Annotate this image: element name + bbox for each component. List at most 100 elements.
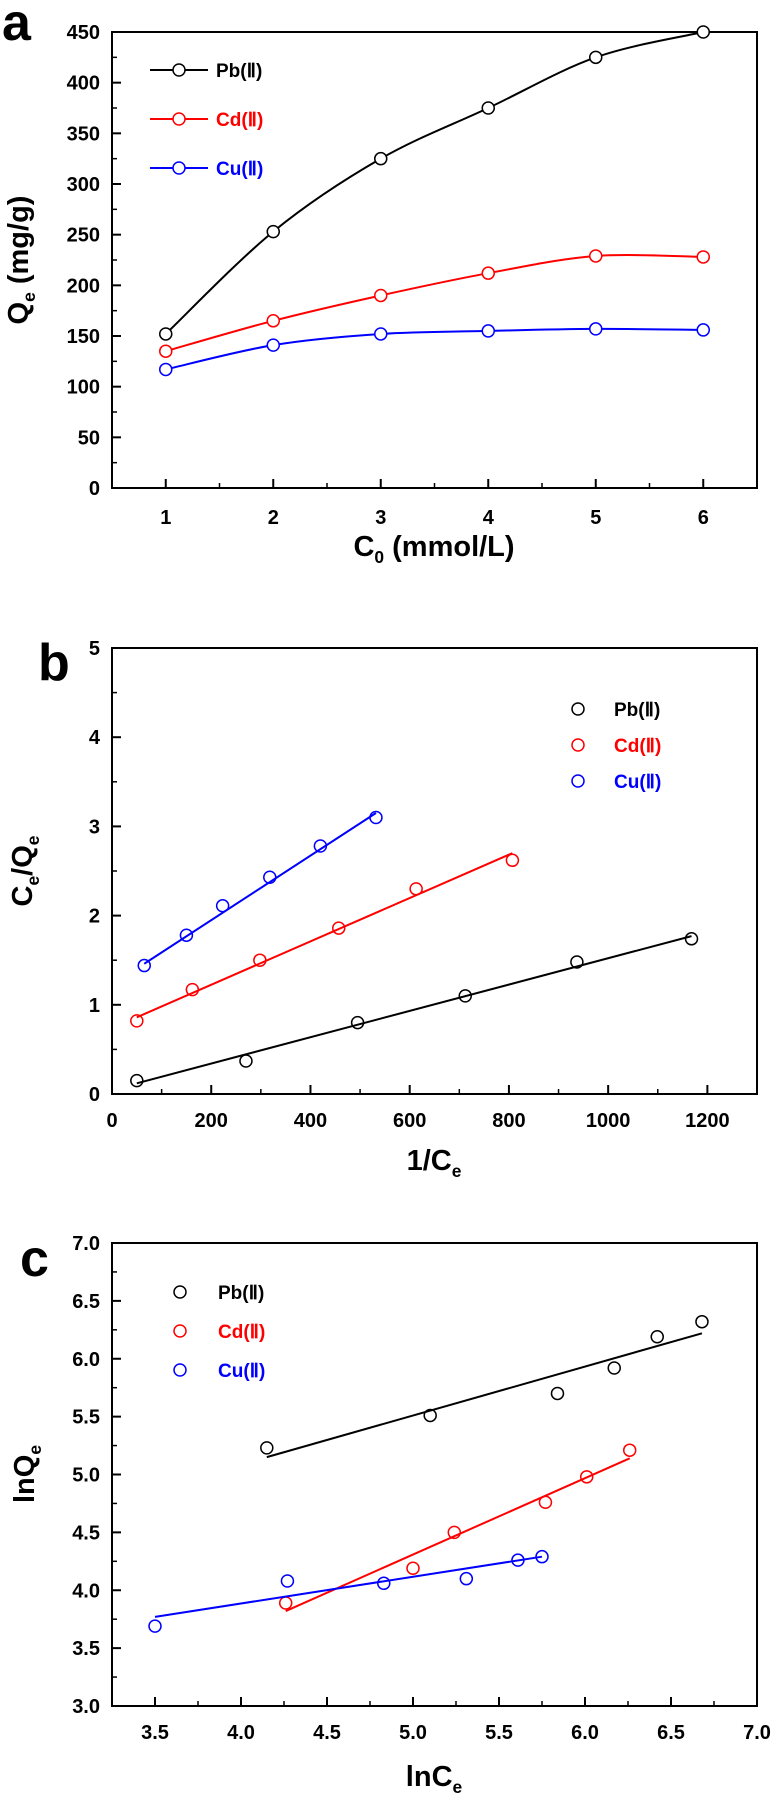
y-tick-label: 100 xyxy=(67,377,100,399)
y-axis-title: Qe (mg/g) xyxy=(3,196,39,325)
data-point xyxy=(579,1470,594,1484)
series-Cu(Ⅱ) xyxy=(159,322,710,377)
y-tick-label: 6.5 xyxy=(72,1291,100,1313)
plot-frame xyxy=(111,31,758,489)
y-tick-label: 0 xyxy=(89,478,100,500)
data-point xyxy=(137,958,151,973)
data-point xyxy=(481,324,495,338)
y-tick-label: 4.5 xyxy=(72,1522,100,1544)
data-point xyxy=(447,1525,462,1540)
data-point xyxy=(253,953,267,967)
x-tick-label: 4.0 xyxy=(227,1722,255,1744)
fit-line xyxy=(136,935,692,1085)
fit-line xyxy=(154,1555,543,1618)
data-point xyxy=(179,928,194,942)
y-tick-label: 350 xyxy=(67,123,100,145)
series-Pb(Ⅱ) xyxy=(260,1314,709,1459)
x-tick-label: 2 xyxy=(268,507,279,529)
y-tick-label: 0 xyxy=(89,1084,100,1106)
series-Cu(Ⅱ) xyxy=(148,1549,549,1633)
y-tick-label: 450 xyxy=(67,22,100,44)
x-tick-label: 7.0 xyxy=(743,1722,771,1744)
data-point xyxy=(458,989,473,1003)
series-Pb(Ⅱ) xyxy=(159,25,710,341)
y-tick-label: 300 xyxy=(67,174,100,196)
legend-marker xyxy=(172,63,186,77)
y-axis-title: lnQe xyxy=(9,1445,45,1503)
series-Cd(Ⅱ) xyxy=(159,249,710,358)
legend-label: Cd(Ⅱ) xyxy=(218,1322,265,1343)
plot-frame xyxy=(111,1242,758,1707)
y-tick-label: 150 xyxy=(67,326,100,348)
y-tick-label: 400 xyxy=(67,73,100,95)
data-point xyxy=(696,25,710,39)
x-tick-label: 0 xyxy=(106,1110,117,1132)
y-tick-label: 6.0 xyxy=(72,1349,100,1371)
y-tick-label: 5.5 xyxy=(72,1407,100,1429)
series-Cd(Ⅱ) xyxy=(278,1443,637,1612)
data-point xyxy=(377,1576,391,1591)
legend-label: Cu(Ⅱ) xyxy=(614,772,661,793)
x-axis-title: 1/Ce xyxy=(407,1145,462,1181)
data-point xyxy=(313,839,328,853)
data-point xyxy=(696,250,710,264)
data-point xyxy=(374,151,388,166)
panel-letter: b xyxy=(38,634,70,692)
data-point xyxy=(459,1571,474,1586)
legend-marker xyxy=(172,112,186,126)
series-line xyxy=(165,253,704,353)
x-tick-label: 6.5 xyxy=(657,1722,685,1744)
data-point xyxy=(266,224,280,239)
data-point xyxy=(280,1574,295,1588)
legend-marker xyxy=(173,1324,187,1338)
series-line xyxy=(165,327,704,371)
x-tick-label: 800 xyxy=(492,1110,525,1132)
chart-panel-a: a 1 2 3 4 5 6 0 50 100 150 200 250 300 350 400 450 C0 (mm… xyxy=(2,0,758,567)
data-point xyxy=(511,1553,525,1567)
fit-line xyxy=(143,812,377,965)
data-point xyxy=(130,1073,144,1088)
x-tick-label: 6 xyxy=(698,507,709,529)
x-tick-label: 3 xyxy=(375,507,386,529)
series-Cd(Ⅱ) xyxy=(130,852,520,1028)
chart-panel-c: c 3.5 4.0 4.5 5.0 5.5 6.0 6.5 7.0 3.0 3.5 4.0 4.5 5.0… xyxy=(9,1230,771,1796)
x-axis-title: C0 (mmol/L) xyxy=(353,531,514,567)
data-point xyxy=(696,323,710,337)
y-tick-label: 200 xyxy=(67,275,100,297)
chart-panel-b: b 0 200 400 600 800 1000 1200 0 1 2 3 4 5 1/Ce Ce/Qe Pb(… xyxy=(7,634,758,1181)
data-point xyxy=(278,1596,293,1610)
series-Cu(Ⅱ) xyxy=(137,810,383,973)
x-tick-label: 3.5 xyxy=(141,1722,169,1744)
data-point xyxy=(263,870,277,884)
y-axis-title: Ce/Qe xyxy=(7,835,43,906)
data-point xyxy=(130,1014,144,1028)
fit-line xyxy=(136,852,513,1019)
data-point xyxy=(406,1561,420,1576)
legend-label: Cd(Ⅱ) xyxy=(216,110,263,131)
data-point xyxy=(535,1549,549,1564)
data-point xyxy=(409,882,423,896)
x-tick-label: 6.0 xyxy=(571,1722,599,1744)
data-point xyxy=(185,982,200,997)
fit-line xyxy=(266,1332,703,1459)
y-tick-label: 5 xyxy=(89,638,100,660)
y-tick-label: 3 xyxy=(89,816,100,838)
data-point xyxy=(239,1054,253,1068)
data-point xyxy=(622,1443,637,1457)
legend-label: Cu(Ⅱ) xyxy=(216,159,263,180)
data-point xyxy=(589,322,603,336)
data-point xyxy=(505,853,520,868)
x-tick-label: 400 xyxy=(294,1110,327,1132)
y-tick-label: 5.0 xyxy=(72,1465,100,1487)
data-point xyxy=(538,1495,553,1510)
data-point xyxy=(684,932,699,946)
y-tick-label: 1 xyxy=(89,995,100,1017)
data-point xyxy=(650,1330,664,1344)
data-point xyxy=(374,327,388,341)
legend-marker xyxy=(571,774,585,788)
y-tick-label: 3.0 xyxy=(72,1696,100,1718)
x-tick-label: 1000 xyxy=(586,1110,631,1132)
legend-marker xyxy=(173,1363,187,1377)
legend-label: Pb(Ⅱ) xyxy=(216,61,262,82)
